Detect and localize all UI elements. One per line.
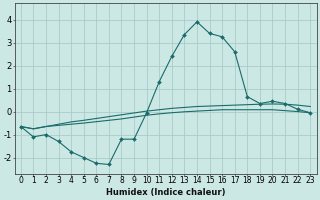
X-axis label: Humidex (Indice chaleur): Humidex (Indice chaleur) bbox=[106, 188, 225, 197]
